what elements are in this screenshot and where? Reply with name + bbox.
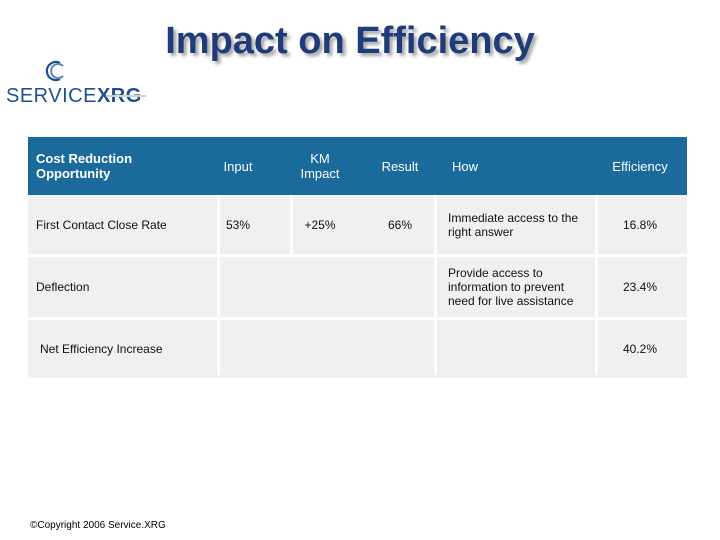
row-efficiency: 40.2%: [622, 342, 658, 356]
table-header: Cost Reduction Opportunity Input KM Impa…: [28, 137, 687, 195]
row-result: [365, 320, 435, 378]
row-km-impact: +25%: [304, 217, 336, 232]
row-opportunity: Net Efficiency Increase: [40, 342, 163, 356]
logo-prefix: SERVICE: [6, 85, 97, 107]
table-row: Deflection Provide access to information…: [28, 257, 687, 317]
row-how: [448, 320, 588, 378]
row-opportunity: Deflection: [36, 280, 90, 294]
servicexrg-logo: SERVICEXRG: [6, 55, 146, 110]
header-input: Input: [223, 158, 253, 174]
row-opportunity: First Contact Close Rate: [36, 217, 167, 232]
copyright-notice: ©Copyright 2006 Service.XRG: [30, 520, 166, 531]
row-efficiency: 23.4%: [622, 280, 658, 294]
column-divider: [434, 195, 437, 375]
row-how: Immediate access to the right answer: [448, 210, 579, 239]
row-km-impact: [290, 320, 350, 378]
column-divider: [290, 195, 293, 257]
logo-divider: [106, 95, 146, 97]
row-input: [203, 320, 273, 378]
row-input: 53%: [225, 217, 251, 232]
header-km-impact: KM Impact: [300, 151, 340, 181]
servicexrg-c-logo-icon: [45, 60, 64, 82]
header-result: Result: [381, 158, 419, 174]
row-result: 66%: [387, 217, 413, 232]
row-result: [365, 257, 435, 317]
page-title: Impact on Efficiency: [165, 20, 535, 62]
column-divider: [595, 195, 598, 375]
row-how: Provide access to information to prevent…: [448, 266, 574, 308]
efficiency-table: Cost Reduction Opportunity Input KM Impa…: [28, 137, 687, 378]
row-km-impact: [290, 257, 350, 317]
header-opportunity: Cost Reduction Opportunity: [36, 151, 133, 181]
header-efficiency: Efficiency: [612, 158, 668, 174]
row-divider: [28, 254, 687, 257]
row-efficiency: 16.8%: [622, 217, 658, 232]
header-how: How: [452, 158, 479, 174]
table-row: Net Efficiency Increase 40.2%: [28, 320, 687, 378]
logo-wordmark: SERVICEXRG: [6, 85, 142, 108]
row-input: [203, 257, 273, 317]
table-row: First Contact Close Rate 53% +25% 66% Im…: [28, 195, 687, 254]
column-divider: [217, 195, 220, 375]
